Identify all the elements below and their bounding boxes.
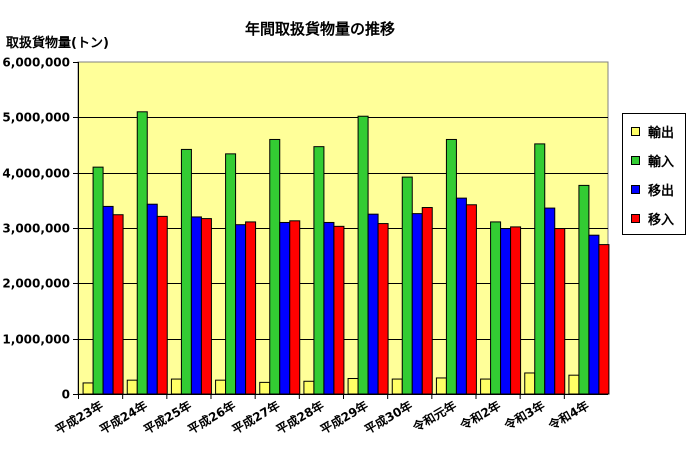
bar-export (170, 378, 182, 395)
x-tick-label: 令和4年 (545, 398, 592, 434)
bar-import (92, 166, 104, 395)
y-axis-label: 取扱貨物量(トン) (6, 36, 109, 51)
bar-inbound (465, 204, 477, 395)
bar-export (480, 378, 492, 395)
chart-title: 年間取扱貨物量の推移 (244, 20, 395, 38)
bar-inbound (156, 215, 168, 395)
bar-outbound (323, 221, 335, 395)
y-tick-label: 2,000,000 (2, 277, 70, 291)
bar-inbound (333, 225, 345, 395)
bar-export (82, 382, 94, 395)
bar-export (259, 381, 271, 395)
bar-inbound (112, 214, 124, 395)
x-tick-label: 平成30年 (362, 398, 415, 437)
legend-label-outbound: 移出 (648, 183, 675, 199)
legend-swatch-import (631, 155, 640, 165)
y-tick-label: 6,000,000 (2, 56, 70, 70)
x-tick-label: 平成24年 (97, 398, 150, 437)
bar-import (445, 138, 457, 395)
bar-import (357, 115, 369, 395)
x-tick-label: 平成29年 (317, 398, 370, 437)
bar-export (524, 372, 536, 395)
bar-outbound (279, 221, 291, 395)
legend: 輸出 輸入 移出 移入 (622, 113, 686, 235)
bar-outbound (455, 197, 467, 395)
bar-outbound (146, 203, 158, 395)
bar-inbound (245, 221, 257, 395)
bar-inbound (598, 244, 610, 395)
bar-export (391, 378, 403, 395)
bar-outbound (367, 213, 379, 395)
bar-import (313, 146, 325, 395)
bar-inbound (289, 220, 301, 395)
bar-outbound (544, 207, 556, 395)
bar-import (136, 111, 148, 395)
x-tick-label: 平成28年 (273, 398, 326, 437)
x-tick-label: 令和3年 (500, 398, 547, 434)
bar-outbound (411, 213, 423, 395)
y-tick-label: 0 (62, 388, 70, 402)
bar-import (269, 138, 281, 395)
bar-inbound (554, 228, 566, 395)
bar-export (435, 377, 447, 395)
x-tick-label: 平成26年 (185, 398, 238, 437)
bar-outbound (500, 228, 512, 395)
legend-item-import: 輸入 (631, 151, 675, 170)
bar-outbound (235, 224, 247, 395)
legend-label-inbound: 移入 (648, 212, 675, 228)
legend-item-export: 輸出 (631, 122, 675, 141)
bar-inbound (377, 223, 389, 395)
legend-label-export: 輸出 (648, 125, 675, 141)
x-tick-label: 平成27年 (229, 398, 282, 437)
bar-import (578, 184, 590, 395)
bar-import (534, 143, 546, 395)
y-tick-label: 4,000,000 (2, 167, 70, 181)
x-tick-label: 平成23年 (52, 398, 105, 437)
bar-inbound (200, 218, 212, 395)
bar-import (180, 148, 192, 395)
bar-export (568, 374, 580, 395)
legend-item-inbound: 移入 (631, 209, 675, 228)
bar-inbound (510, 226, 522, 395)
legend-label-import: 輸入 (648, 154, 675, 170)
legend-swatch-outbound (631, 184, 640, 194)
y-tick-label: 5,000,000 (2, 111, 70, 125)
y-tick-label: 1,000,000 (2, 333, 70, 347)
legend-swatch-inbound (631, 213, 640, 223)
legend-swatch-export (631, 126, 640, 136)
bar-outbound (102, 205, 114, 395)
bar-inbound (421, 207, 433, 395)
bar-import (490, 221, 502, 395)
bar-export (126, 379, 138, 395)
bar-import (401, 176, 413, 395)
bar-export (215, 379, 227, 395)
x-tick-label: 令和元年 (409, 398, 459, 435)
x-tick-label: 平成25年 (141, 398, 194, 437)
bar-export (347, 378, 359, 395)
bar-import (225, 153, 237, 395)
bar-outbound (588, 234, 600, 395)
bar-export (303, 380, 315, 395)
bar-outbound (190, 216, 202, 395)
legend-item-outbound: 移出 (631, 180, 675, 199)
x-tick-label: 令和2年 (456, 398, 503, 434)
y-tick-label: 3,000,000 (2, 222, 70, 236)
